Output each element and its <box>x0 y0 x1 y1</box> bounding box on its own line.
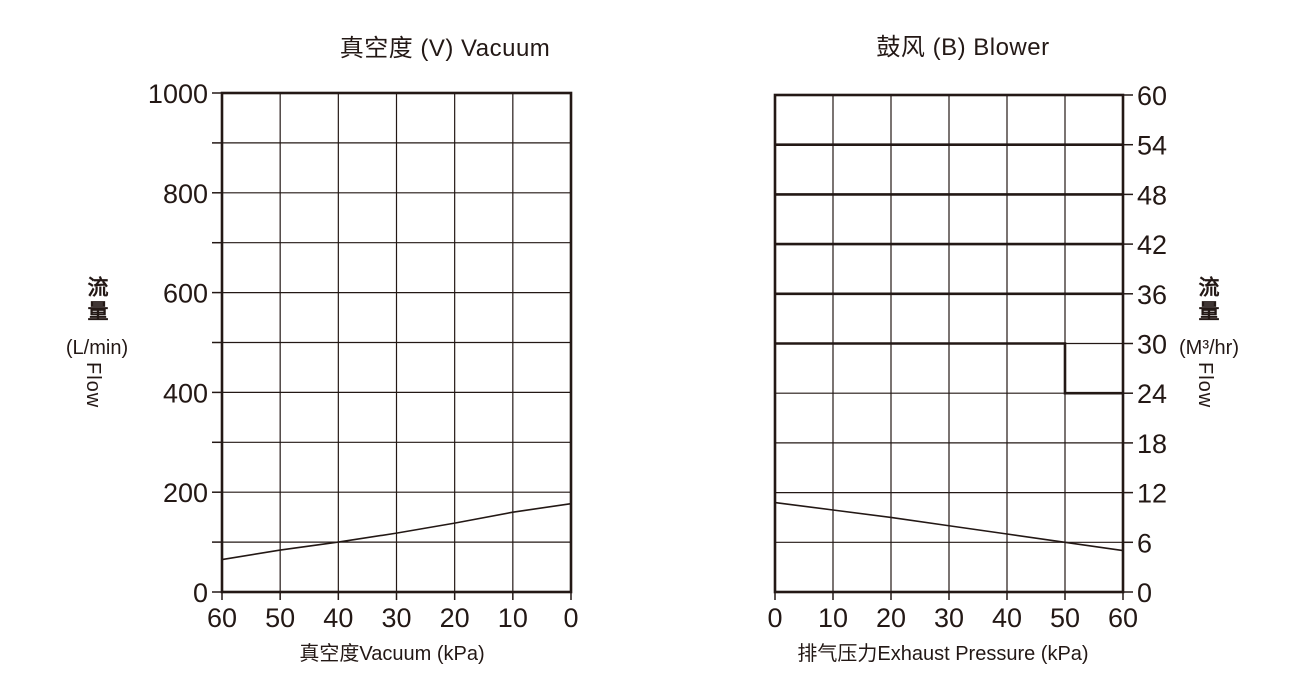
x-tick-label: 30 <box>934 603 964 633</box>
y-tick-label: 6 <box>1137 528 1152 558</box>
y-tick-label: 60 <box>1137 81 1167 111</box>
y-tick-label: 12 <box>1137 479 1167 509</box>
x-tick-label: 0 <box>767 603 782 633</box>
y-tick-label: 42 <box>1137 230 1167 260</box>
blower-y-axis-unit: (M³/hr) <box>1179 337 1239 359</box>
y-tick-label: 18 <box>1137 429 1167 459</box>
y-tick-label: 54 <box>1137 131 1167 161</box>
blower-y-axis-label-cn: 流量 <box>1196 276 1219 324</box>
y-tick-label: 48 <box>1137 180 1167 210</box>
y-tick-label: 600 <box>163 279 208 309</box>
x-tick-label: 40 <box>323 603 353 633</box>
y-tick-label: 1000 <box>148 79 208 109</box>
capacity-boundary-step <box>775 342 1123 395</box>
x-tick-label: 20 <box>440 603 470 633</box>
x-tick-label: 30 <box>381 603 411 633</box>
vacuum-x-axis-title: 真空度Vacuum (kPa) <box>299 643 485 665</box>
y-tick-label: 200 <box>163 478 208 508</box>
vacuum-y-axis-label-en: Flow <box>82 362 104 409</box>
vacuum-chart-title: 真空度 (V) Vacuum <box>339 35 551 62</box>
flow-curve <box>774 501 1124 552</box>
plot-border <box>220 91 573 594</box>
y-tick-label: 400 <box>163 378 208 408</box>
y-tick-label: 36 <box>1137 280 1167 310</box>
x-tick-label: 20 <box>876 603 906 633</box>
y-tick-label: 0 <box>1137 578 1152 608</box>
x-tick-label: 60 <box>1108 603 1138 633</box>
x-tick-label: 10 <box>498 603 528 633</box>
x-tick-label: 50 <box>265 603 295 633</box>
y-tick-label: 24 <box>1137 379 1167 409</box>
x-tick-label: 0 <box>563 603 578 633</box>
blower-y-axis-label-en: Flow <box>1194 362 1216 409</box>
vacuum-y-axis-unit: (L/min) <box>65 337 129 359</box>
y-tick-label: 0 <box>193 578 208 608</box>
blower-x-axis-title: 排气压力Exhaust Pressure (kPa) <box>797 643 1089 665</box>
x-tick-label: 40 <box>992 603 1022 633</box>
x-tick-label: 60 <box>207 603 237 633</box>
flow-curve <box>221 502 572 561</box>
x-tick-label: 50 <box>1050 603 1080 633</box>
vacuum-y-axis-label-cn: 流量 <box>85 276 108 324</box>
blower-chart-title: 鼓风 (B) Blower <box>876 34 1050 61</box>
y-tick-label: 800 <box>163 179 208 209</box>
y-tick-label: 30 <box>1137 330 1167 360</box>
x-tick-label: 10 <box>818 603 848 633</box>
